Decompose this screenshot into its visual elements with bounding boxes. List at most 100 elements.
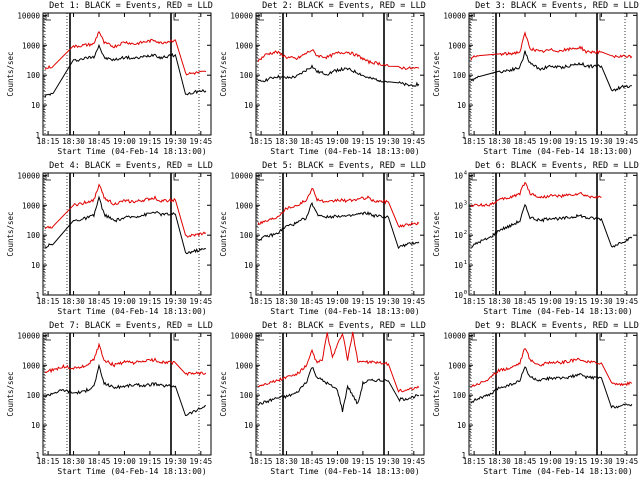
corner-marks bbox=[258, 334, 392, 341]
y-tick-label: 10 bbox=[244, 261, 254, 270]
y-axis-title: Counts/sec bbox=[6, 51, 15, 96]
x-axis-title: Start Time (04-Feb-14 18:13:00) bbox=[57, 467, 206, 476]
y-tick-label: 1000 bbox=[235, 361, 254, 370]
series-lld-line bbox=[470, 181, 602, 208]
x-tick-label: 19:00 bbox=[113, 457, 136, 466]
y-axis-title: Counts/sec bbox=[219, 51, 228, 96]
x-tick-label: 18:30 bbox=[62, 297, 85, 306]
panel-title: Det 4: BLACK = Events, RED = LLD bbox=[49, 161, 213, 171]
y-tick-label: 10000 bbox=[443, 11, 466, 20]
x-tick-label: 18:30 bbox=[488, 137, 511, 146]
x-tick-label: 19:00 bbox=[326, 137, 349, 146]
x-axis-title: Start Time (04-Feb-14 18:13:00) bbox=[270, 467, 419, 476]
y-tick-label: 1 bbox=[248, 291, 253, 300]
x-tick-label: 18:15 bbox=[463, 297, 486, 306]
series-events-line bbox=[470, 366, 633, 409]
y-tick-label: 1 bbox=[35, 131, 40, 140]
corner-marks bbox=[471, 334, 605, 341]
x-tick-label: 19:00 bbox=[326, 457, 349, 466]
y-tick-label: 10 bbox=[31, 261, 41, 270]
y-tick-label: 10000 bbox=[443, 331, 466, 340]
series-events-line bbox=[44, 195, 207, 255]
corner-marks bbox=[45, 334, 179, 341]
x-tick-label: 19:00 bbox=[539, 297, 562, 306]
x-tick-label: 18:30 bbox=[62, 457, 85, 466]
plot-frame bbox=[42, 332, 212, 456]
x-tick-label: 18:45 bbox=[301, 137, 324, 146]
y-tick-label: 100 bbox=[239, 71, 253, 80]
x-tick-label: 19:00 bbox=[539, 457, 562, 466]
detector-panel-3: Det 3: BLACK = Events, RED = LLD 1 10 100 10… bbox=[432, 1, 639, 156]
x-tick-label: 18:15 bbox=[37, 137, 60, 146]
y-tick-label: 1 bbox=[461, 131, 466, 140]
x-tick-label: 18:30 bbox=[62, 137, 85, 146]
x-tick-label: 19:45 bbox=[403, 457, 426, 466]
x-axis-title: Start Time (04-Feb-14 18:13:00) bbox=[270, 147, 419, 156]
corner-marks bbox=[258, 14, 392, 21]
series-lld-line bbox=[257, 49, 420, 70]
y-tick-label: 1000 bbox=[22, 41, 41, 50]
x-tick-label: 18:45 bbox=[88, 457, 111, 466]
x-tick-label: 19:30 bbox=[164, 297, 187, 306]
x-tick-label: 19:00 bbox=[113, 137, 136, 146]
y-tick-label: 1000 bbox=[235, 41, 254, 50]
y-tick-exponent: 4 bbox=[464, 170, 468, 176]
x-tick-label: 19:30 bbox=[377, 137, 400, 146]
plot-frame bbox=[468, 12, 638, 136]
y-tick-label: 10000 bbox=[230, 331, 253, 340]
corner-marks bbox=[45, 14, 179, 21]
plot-frame bbox=[468, 332, 638, 456]
x-tick-label: 19:30 bbox=[590, 457, 613, 466]
x-axis-title: Start Time (04-Feb-14 18:13:00) bbox=[483, 467, 632, 476]
x-tick-label: 18:30 bbox=[275, 137, 298, 146]
panel-title: Det 3: BLACK = Events, RED = LLD bbox=[475, 1, 639, 11]
corner-marks bbox=[471, 14, 605, 21]
x-axis-title: Start Time (04-Feb-14 18:13:00) bbox=[483, 307, 632, 316]
x-tick-label: 19:15 bbox=[352, 457, 375, 466]
x-tick-label: 18:15 bbox=[37, 457, 60, 466]
plot-frame bbox=[255, 172, 425, 296]
x-tick-label: 19:15 bbox=[139, 457, 162, 466]
detector-panel-4: Det 4: BLACK = Events, RED = LLD 1 10 100 10… bbox=[6, 161, 213, 316]
x-tick-label: 19:00 bbox=[539, 137, 562, 146]
y-axis-title: Counts/sec bbox=[6, 211, 15, 256]
x-tick-label: 18:30 bbox=[275, 297, 298, 306]
series-lld-line bbox=[44, 183, 207, 238]
x-tick-label: 18:30 bbox=[275, 457, 298, 466]
y-tick-label: 100 bbox=[452, 391, 466, 400]
x-tick-label: 19:15 bbox=[139, 297, 162, 306]
series-events-line bbox=[470, 50, 632, 92]
x-tick-label: 19:15 bbox=[352, 297, 375, 306]
x-tick-label: 18:15 bbox=[37, 297, 60, 306]
detector-panel-2: Det 2: BLACK = Events, RED = LLD 1 10 100 10… bbox=[219, 1, 426, 156]
series-events-line bbox=[257, 201, 420, 250]
x-tick-label: 19:45 bbox=[403, 137, 426, 146]
x-tick-label: 18:45 bbox=[301, 457, 324, 466]
y-tick-exponent: 2 bbox=[464, 230, 467, 236]
x-tick-label: 18:45 bbox=[301, 297, 324, 306]
corner-marks bbox=[45, 174, 179, 181]
x-axis-title: Start Time (04-Feb-14 18:13:00) bbox=[270, 307, 419, 316]
x-tick-label: 18:30 bbox=[488, 457, 511, 466]
y-tick-label: 10 bbox=[457, 421, 467, 430]
x-tick-label: 18:30 bbox=[488, 297, 511, 306]
y-tick-exponent: 1 bbox=[464, 260, 467, 266]
series-lld-line bbox=[470, 348, 633, 388]
x-tick-label: 19:30 bbox=[377, 457, 400, 466]
y-tick-label: 1 bbox=[248, 451, 253, 460]
x-tick-label: 19:45 bbox=[403, 297, 426, 306]
x-tick-label: 19:45 bbox=[616, 457, 639, 466]
series-lld-line bbox=[44, 30, 207, 76]
series-events-line bbox=[44, 43, 207, 98]
y-tick-label: 10 bbox=[454, 291, 464, 300]
y-axis-title: Counts/sec bbox=[6, 371, 15, 416]
plot-frame bbox=[42, 12, 212, 136]
x-tick-label: 19:30 bbox=[164, 457, 187, 466]
panel-title: Det 7: BLACK = Events, RED = LLD bbox=[49, 321, 213, 331]
y-axis-title: Counts/sec bbox=[432, 211, 441, 256]
y-tick-label: 100 bbox=[452, 71, 466, 80]
series-lld-line bbox=[470, 31, 633, 61]
y-tick-label: 10000 bbox=[17, 11, 40, 20]
